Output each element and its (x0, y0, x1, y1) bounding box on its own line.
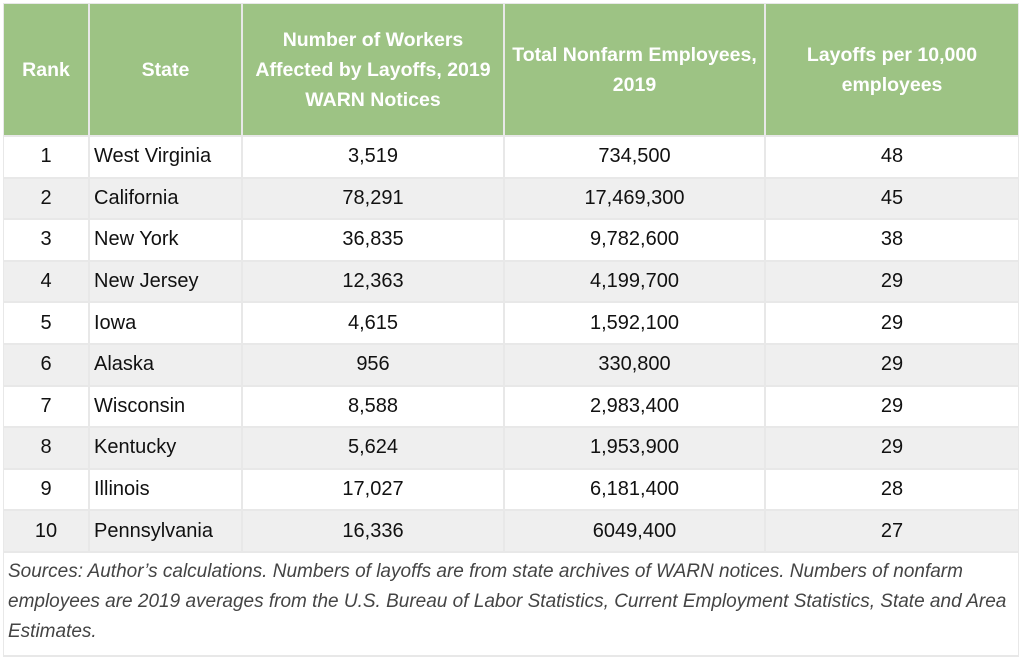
cell-rank: 4 (4, 261, 88, 302)
cell-state: West Virginia (90, 137, 241, 177)
column-header-layoffs-per-10000: Layoffs per 10,000 employees (766, 4, 1018, 135)
cell-state: Illinois (90, 469, 241, 510)
header-row: Rank State Number of Workers Affected by L… (4, 4, 1018, 135)
cell-state: California (90, 178, 241, 219)
cell-rank: 1 (4, 137, 88, 177)
table-row: 4 New Jersey 12,363 4,199,700 29 (4, 261, 1018, 302)
table-row: 10 Pennsylvania 16,336 6049,400 27 (4, 511, 1018, 551)
cell-workers-affected: 8,588 (243, 386, 503, 427)
cell-state: Pennsylvania (90, 511, 241, 551)
cell-nonfarm-employees: 734,500 (505, 137, 764, 177)
cell-workers-affected: 3,519 (243, 137, 503, 177)
cell-rank: 2 (4, 178, 88, 219)
table-row: 8 Kentucky 5,624 1,953,900 29 (4, 428, 1018, 468)
cell-layoffs-per-10000: 29 (766, 261, 1018, 302)
cell-nonfarm-employees: 6049,400 (505, 511, 764, 551)
cell-workers-affected: 956 (243, 344, 503, 385)
cell-state: Wisconsin (90, 386, 241, 427)
cell-rank: 7 (4, 386, 88, 427)
cell-nonfarm-employees: 17,469,300 (505, 178, 764, 219)
table-row: 2 California 78,291 17,469,300 45 (4, 178, 1018, 219)
cell-layoffs-per-10000: 29 (766, 428, 1018, 468)
cell-workers-affected: 4,615 (243, 303, 503, 343)
cell-layoffs-per-10000: 38 (766, 220, 1018, 260)
cell-nonfarm-employees: 2,983,400 (505, 386, 764, 427)
cell-rank: 8 (4, 428, 88, 468)
cell-nonfarm-employees: 6,181,400 (505, 469, 764, 510)
cell-state: New York (90, 220, 241, 260)
cell-workers-affected: 78,291 (243, 178, 503, 219)
cell-rank: 6 (4, 344, 88, 385)
cell-workers-affected: 17,027 (243, 469, 503, 510)
cell-nonfarm-employees: 4,199,700 (505, 261, 764, 302)
cell-workers-affected: 12,363 (243, 261, 503, 302)
cell-nonfarm-employees: 1,953,900 (505, 428, 764, 468)
cell-layoffs-per-10000: 27 (766, 511, 1018, 551)
cell-nonfarm-employees: 9,782,600 (505, 220, 764, 260)
table-row: 3 New York 36,835 9,782,600 38 (4, 220, 1018, 260)
column-header-rank: Rank (4, 4, 88, 135)
table-row: 9 Illinois 17,027 6,181,400 28 (4, 469, 1018, 510)
cell-workers-affected: 16,336 (243, 511, 503, 551)
table-row: 5 Iowa 4,615 1,592,100 29 (4, 303, 1018, 343)
sources-footnote: Sources: Author’s calculations. Numbers … (4, 552, 1018, 655)
cell-rank: 9 (4, 469, 88, 510)
cell-workers-affected: 36,835 (243, 220, 503, 260)
cell-layoffs-per-10000: 29 (766, 344, 1018, 385)
column-header-workers-affected: Number of Workers Affected by Layoffs, 2… (243, 4, 503, 135)
cell-nonfarm-employees: 1,592,100 (505, 303, 764, 343)
cell-rank: 5 (4, 303, 88, 343)
cell-layoffs-per-10000: 29 (766, 386, 1018, 427)
cell-state: Kentucky (90, 428, 241, 468)
column-header-state: State (90, 4, 241, 135)
cell-rank: 3 (4, 220, 88, 260)
cell-rank: 10 (4, 511, 88, 551)
cell-layoffs-per-10000: 29 (766, 303, 1018, 343)
cell-state: New Jersey (90, 261, 241, 302)
cell-layoffs-per-10000: 28 (766, 469, 1018, 510)
table-row: 6 Alaska 956 330,800 29 (4, 344, 1018, 385)
table-row: 1 West Virginia 3,519 734,500 48 (4, 137, 1018, 177)
layoffs-table-container: Rank State Number of Workers Affected by L… (3, 3, 1019, 657)
cell-state: Alaska (90, 344, 241, 385)
column-header-nonfarm-employees: Total Nonfarm Employees, 2019 (505, 4, 764, 135)
cell-state: Iowa (90, 303, 241, 343)
cell-workers-affected: 5,624 (243, 428, 503, 468)
cell-nonfarm-employees: 330,800 (505, 344, 764, 385)
cell-layoffs-per-10000: 48 (766, 137, 1018, 177)
table-row: 7 Wisconsin 8,588 2,983,400 29 (4, 386, 1018, 427)
cell-layoffs-per-10000: 45 (766, 178, 1018, 219)
